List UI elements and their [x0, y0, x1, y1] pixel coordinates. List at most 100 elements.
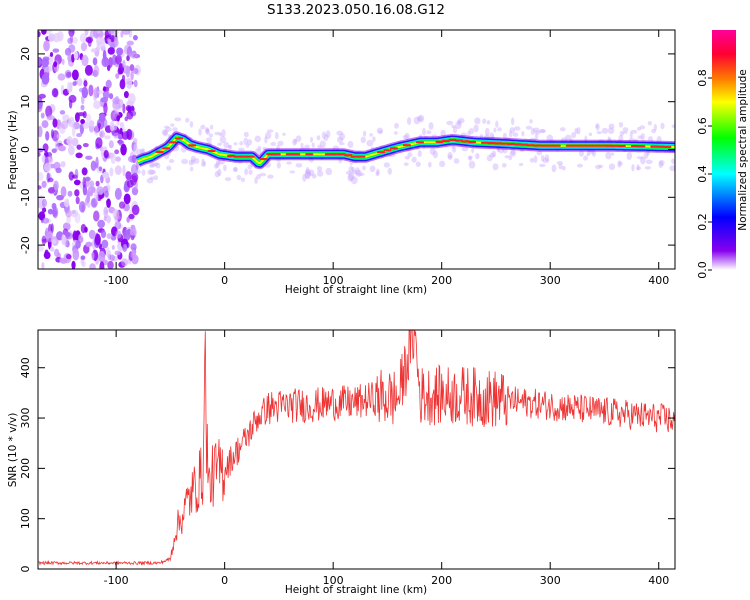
ridge-scatter [162, 130, 168, 137]
noise-blob [87, 202, 91, 208]
noise-blob [74, 112, 80, 123]
y-tick-label: 200 [19, 458, 32, 479]
ridge-scatter [345, 170, 352, 175]
ridge-scatter [578, 150, 585, 157]
noise-blob [90, 186, 96, 194]
ridge-scatter [238, 147, 245, 152]
ridge-scatter [658, 159, 665, 167]
ridge-scatter [529, 119, 533, 124]
colorbar-label: Normalized spectral amplitude [737, 69, 749, 230]
noise-blob [49, 51, 54, 58]
ridge-scatter [617, 160, 622, 168]
noise-blob [118, 201, 126, 209]
ridge-scatter [530, 128, 536, 135]
noise-blob [80, 118, 85, 124]
noise-blob [89, 263, 96, 269]
ridge-scatter [164, 125, 170, 129]
ridge-scatter [181, 158, 189, 165]
ridge-scatter [647, 120, 653, 126]
ridge-scatter [636, 127, 642, 131]
noise-blob [80, 104, 85, 111]
noise-blob [53, 61, 58, 68]
ridge-scatter [502, 132, 507, 139]
ridge-scatter [308, 169, 315, 177]
noise-blob [106, 64, 111, 72]
noise-blob [93, 210, 100, 222]
noise-blob [98, 250, 106, 263]
noise-blob [109, 167, 114, 177]
ridge-scatter [486, 120, 491, 125]
ridge-scatter [239, 141, 244, 146]
ridge-scatter [351, 166, 355, 172]
ridge-scatter [457, 119, 462, 126]
ridge-scatter [439, 160, 446, 168]
ridge-scatter [295, 135, 302, 142]
ridge-scatter [660, 122, 665, 130]
ridge-scatter [486, 155, 493, 162]
ridge-scatter [484, 127, 490, 136]
snr-frame [37, 329, 676, 570]
noise-blob [56, 194, 64, 201]
noise-blob [67, 145, 75, 156]
ridge-scatter [170, 123, 175, 127]
ridge-scatter [645, 159, 653, 164]
ridge-scatter [534, 133, 539, 141]
ridge-scatter [508, 155, 513, 161]
ridge-scatter [244, 168, 249, 176]
ridge-scatter [489, 152, 496, 158]
ridge-scatter [205, 128, 210, 134]
noise-blob [83, 80, 88, 87]
noise-blob [78, 201, 86, 213]
ridge-scatter [513, 126, 521, 131]
ridge-scatter [451, 124, 456, 129]
ridge-scatter [404, 155, 410, 160]
spectral-ridge [133, 114, 675, 185]
noise-blob [100, 37, 105, 45]
ridge-scatter [214, 170, 221, 178]
ridge-scatter [146, 177, 154, 184]
noise-blob [81, 86, 89, 99]
noise-blob [71, 260, 76, 269]
noise-blob [121, 258, 129, 267]
ridge-scatter [240, 177, 245, 183]
noise-blob [53, 180, 59, 191]
ridge-scatter [189, 120, 194, 128]
ridge-scatter [375, 170, 380, 177]
ridge-scatter [189, 166, 194, 172]
y-tick-label: 0 [19, 566, 32, 573]
noise-blob [114, 149, 120, 155]
noise-blob [51, 202, 57, 210]
noise-blob [42, 217, 50, 224]
x-tick-label: 0 [221, 274, 228, 287]
noise-blob [71, 53, 75, 63]
noise-blob [68, 171, 74, 181]
noise-blob [38, 125, 43, 138]
noise-blob [100, 230, 107, 239]
ridge-scatter [362, 130, 367, 137]
ridge-scatter [402, 135, 409, 140]
noise-blob [114, 187, 122, 200]
noise-blob [107, 47, 115, 55]
spectrogram-x-axis-title: Height of straight line (km) [285, 284, 427, 296]
ridge-scatter [185, 117, 190, 123]
ridge-scatter [558, 163, 563, 170]
noise-blob [47, 186, 56, 194]
ridge-scatter [607, 127, 615, 134]
ridge-scatter [629, 132, 633, 139]
ridge-scatter [529, 157, 535, 163]
ridge-scatter [622, 130, 628, 134]
x-tick-label: 300 [540, 574, 561, 587]
noise-blob [99, 130, 105, 138]
ridge-scatter [637, 135, 643, 139]
noise-blob [47, 177, 54, 183]
ridge-scatter [447, 152, 453, 160]
ridge-scatter [635, 166, 642, 171]
x-tick-label: 300 [540, 274, 561, 287]
ridge-scatter [644, 166, 652, 170]
noise-blob [122, 30, 131, 35]
noise-blob [126, 100, 134, 107]
noise-blob [55, 167, 62, 174]
figure-title: S133.2023.050.16.08.G12 [267, 2, 445, 18]
ridge-scatter [618, 161, 623, 166]
ridge-scatter [355, 169, 363, 177]
